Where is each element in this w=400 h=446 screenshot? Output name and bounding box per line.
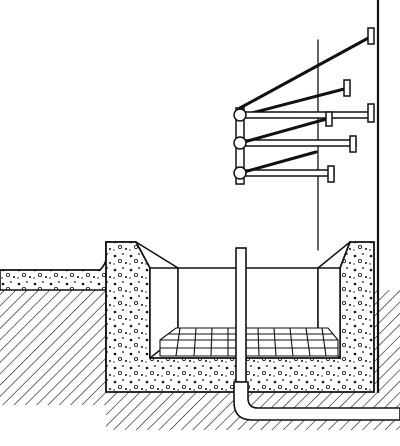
drain-pipe [233,247,400,421]
floor-grating [159,327,339,357]
wall-rack [233,27,375,185]
